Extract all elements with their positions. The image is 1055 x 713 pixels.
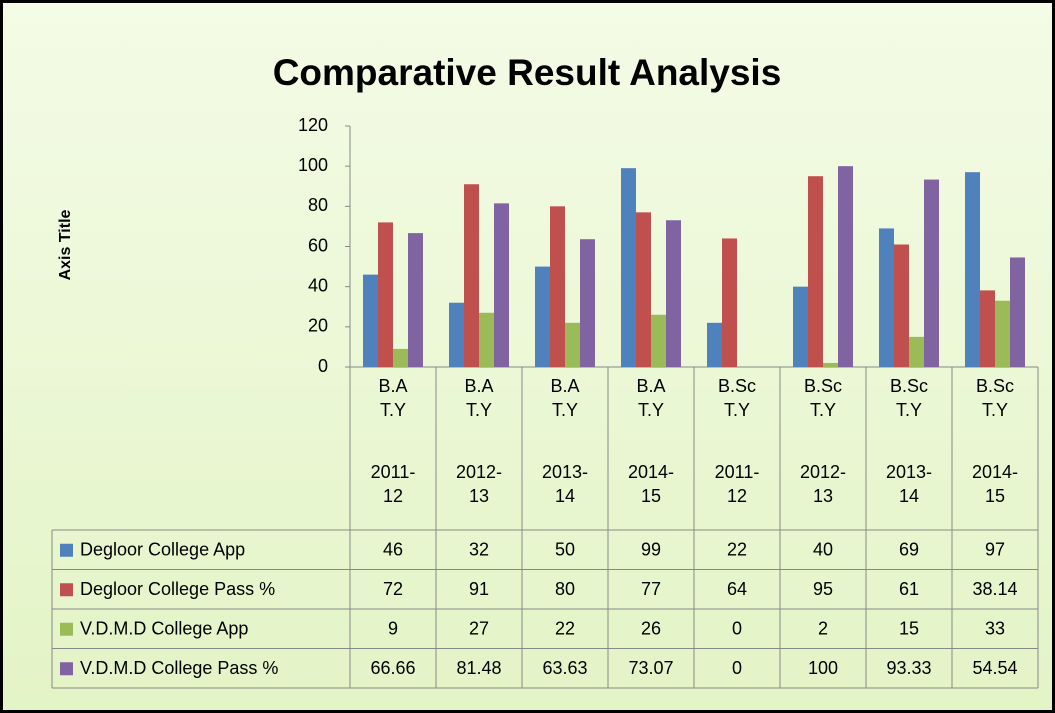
legend-key: [60, 543, 73, 557]
table-value: 0: [732, 619, 742, 639]
legend-label: Degloor College App: [80, 540, 245, 560]
category-sublabel: 2013-14: [541, 462, 589, 506]
table-value: 73.07: [628, 658, 673, 678]
table-value: 91: [469, 579, 489, 599]
bar: [580, 239, 595, 367]
y-tick-label: 120: [298, 115, 328, 135]
bar: [894, 244, 909, 367]
chart-title: Comparative Result Analysis: [273, 52, 782, 93]
table-value: 77: [641, 579, 661, 599]
bar: [565, 322, 580, 367]
bar: [494, 203, 509, 367]
legend-label: V.D.M.D College Pass %: [80, 658, 278, 678]
table-value: 27: [469, 619, 489, 639]
table-value: 72: [383, 579, 403, 599]
category-sublabel: 2012-13: [799, 462, 847, 506]
category-sublabel: 2013-14: [885, 462, 933, 506]
bar: [651, 314, 666, 367]
bar: [838, 166, 853, 367]
table-value: 33: [985, 619, 1005, 639]
category-sublabel: 2014-15: [971, 462, 1019, 506]
bar: [621, 168, 636, 367]
bar: [722, 238, 737, 367]
table-value: 63.63: [542, 658, 587, 678]
table-value: 2: [818, 619, 828, 639]
table-value: 97: [985, 540, 1005, 560]
category-label: B.A T.Y: [464, 376, 494, 420]
bar: [924, 179, 939, 367]
y-tick-label: 20: [308, 316, 328, 336]
bar: [909, 336, 924, 367]
table-value: 40: [813, 540, 833, 560]
legend-key: [60, 622, 73, 636]
bar: [449, 302, 464, 367]
category-sublabel: 2012-13: [455, 462, 503, 506]
legend-label: V.D.M.D College App: [80, 619, 248, 639]
legend-key: [60, 662, 73, 676]
bar: [879, 228, 894, 367]
bar: [464, 184, 479, 367]
bar: [363, 274, 378, 367]
category-label: B.Sc T.Y: [803, 376, 842, 420]
category-label: B.Sc T.Y: [889, 376, 928, 420]
category-sublabel: 2011-12: [714, 462, 760, 506]
table-value: 22: [555, 619, 575, 639]
legend-label: Degloor College Pass %: [80, 579, 275, 599]
bar: [408, 233, 423, 367]
table-value: 50: [555, 540, 575, 560]
table-value: 22: [727, 540, 747, 560]
bar: [995, 300, 1010, 367]
category-label: B.Sc T.Y: [975, 376, 1014, 420]
bar: [793, 286, 808, 367]
bar: [965, 172, 980, 367]
y-tick-label: 100: [298, 155, 328, 175]
table-value: 15: [899, 619, 919, 639]
category-label: B.A T.Y: [550, 376, 580, 420]
y-tick-label: 80: [308, 195, 328, 215]
y-tick-label: 60: [308, 235, 328, 255]
table-value: 93.33: [886, 658, 931, 678]
bar: [707, 322, 722, 367]
table-value: 69: [899, 540, 919, 560]
legend-key: [60, 583, 73, 597]
table-value: 99: [641, 540, 661, 560]
bar: [808, 176, 823, 367]
bar: [479, 312, 494, 367]
bar: [980, 290, 995, 367]
table-value: 32: [469, 540, 489, 560]
table-value: 54.54: [972, 658, 1017, 678]
table-value: 64: [727, 579, 747, 599]
category-sublabel: 2011-12: [370, 462, 416, 506]
y-tick-label: 0: [318, 356, 328, 376]
table-value: 9: [388, 619, 398, 639]
table-value: 66.66: [370, 658, 415, 678]
table-value: 81.48: [456, 658, 501, 678]
y-axis-title: Axis Title: [57, 209, 74, 280]
table-value: 46: [383, 540, 403, 560]
category-label: B.A T.Y: [378, 376, 408, 420]
bar: [378, 222, 393, 367]
table-value: 0: [732, 658, 742, 678]
y-tick-label: 40: [308, 275, 328, 295]
table-value: 38.14: [972, 579, 1017, 599]
bar: [636, 212, 651, 367]
bar: [393, 348, 408, 367]
bar: [1010, 257, 1025, 367]
table-value: 80: [555, 579, 575, 599]
category-label: B.A T.Y: [636, 376, 666, 420]
table-value: 61: [899, 579, 919, 599]
category-label: B.Sc T.Y: [717, 376, 756, 420]
bar: [666, 220, 681, 367]
table-value: 100: [808, 658, 838, 678]
category-sublabel: 2014-15: [627, 462, 675, 506]
table-value: 95: [813, 579, 833, 599]
bar: [550, 206, 565, 367]
bar: [823, 362, 838, 367]
table-value: 26: [641, 619, 661, 639]
bar: [535, 266, 550, 367]
